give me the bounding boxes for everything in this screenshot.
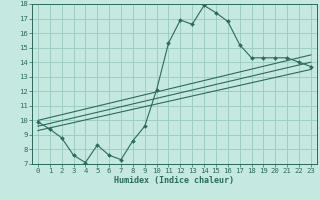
X-axis label: Humidex (Indice chaleur): Humidex (Indice chaleur) <box>115 176 234 185</box>
